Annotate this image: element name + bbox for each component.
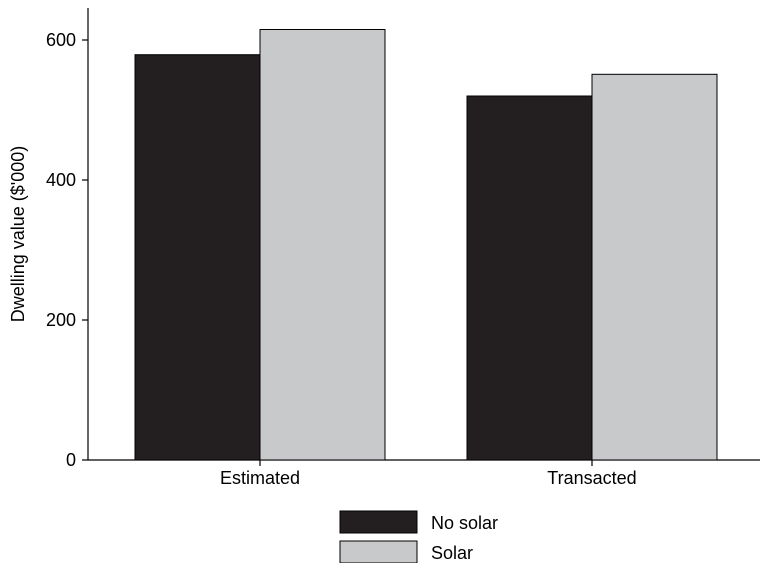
y-axis-title: Dwelling value ($'000): [8, 146, 28, 323]
bar-solar-transacted: [591, 73, 718, 461]
legend-swatch: [339, 540, 418, 563]
x-ticks: Estimated Transacted: [220, 460, 637, 488]
x-tick-label: Transacted: [547, 468, 636, 488]
plot-area: 0 200 400 600 Estimated Transacted: [46, 8, 760, 488]
bar-no-solar-estimated: [134, 54, 261, 461]
bars: [134, 29, 718, 461]
legend-label: No solar: [431, 513, 498, 533]
bar-solar-estimated: [259, 29, 386, 461]
y-ticks: 0 200 400 600: [46, 30, 88, 470]
bar-no-solar-transacted: [466, 95, 593, 461]
legend: No solar Solar: [339, 510, 498, 563]
legend-label: Solar: [431, 543, 473, 563]
legend-swatch: [339, 510, 418, 534]
x-tick-label: Estimated: [220, 468, 300, 488]
y-tick-label: 0: [66, 450, 76, 470]
y-tick-label: 200: [46, 310, 76, 330]
y-tick-label: 400: [46, 170, 76, 190]
y-tick-label: 600: [46, 30, 76, 50]
